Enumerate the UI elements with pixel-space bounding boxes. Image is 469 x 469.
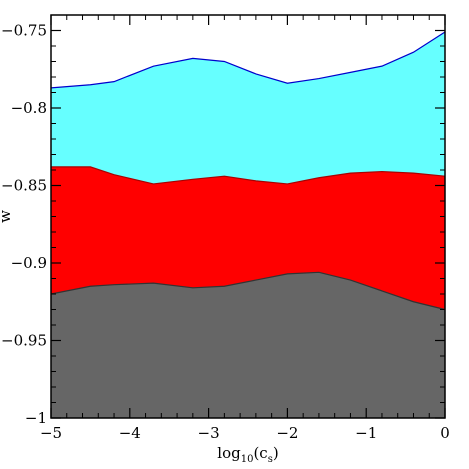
- x-tick-label: −3: [198, 424, 220, 442]
- y-tick-labels: −1 −0.95 −0.9 −0.85 −0.8 −0.75: [1, 22, 47, 428]
- area-bands: [50, 31, 446, 419]
- y-tick-label: −0.95: [1, 332, 47, 350]
- y-tick-label: −0.85: [1, 177, 47, 195]
- x-tick-label: −1: [355, 424, 377, 442]
- y-axis-label: w: [0, 210, 14, 223]
- x-tick-label: −4: [119, 424, 141, 442]
- x-tick-label: 0: [440, 424, 450, 442]
- x-tick-label: −5: [40, 424, 62, 442]
- area-edge-3: [50, 271, 446, 311]
- x-axis-label: log10(cs): [217, 444, 278, 465]
- y-tick-label: −0.75: [1, 22, 47, 40]
- area-edge-2: [51, 166, 446, 185]
- x-tick-labels: −5 −4 −3 −2 −1 0: [40, 424, 450, 442]
- y-tick-label: −0.8: [11, 99, 47, 117]
- y-tick-label: −0.9: [11, 254, 47, 272]
- axis-ticks: [50, 14, 446, 419]
- x-tick-label: −2: [276, 424, 298, 442]
- y-tick-label: −1: [25, 409, 47, 427]
- area-edge-1: [50, 31, 446, 89]
- area-band-3: [51, 272, 445, 418]
